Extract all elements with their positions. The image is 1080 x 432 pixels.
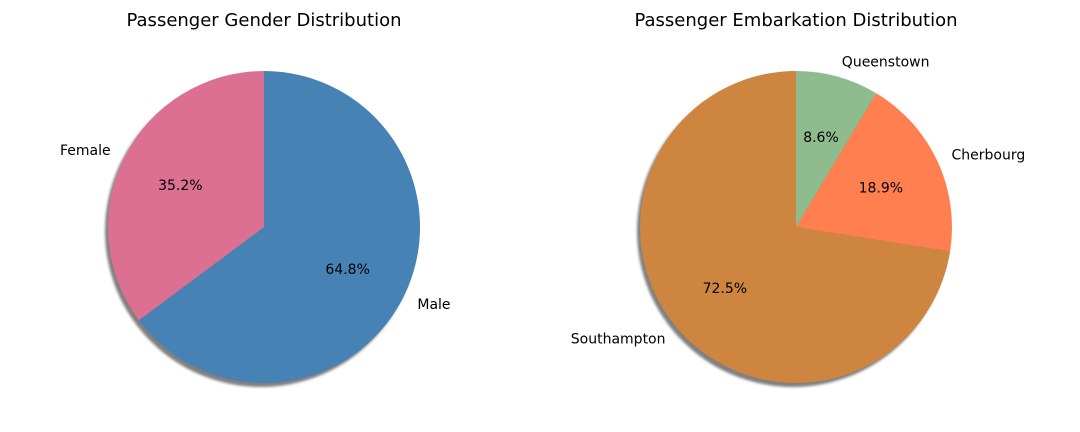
gender-label-female: Female: [60, 143, 111, 159]
embarkation-slice-southampton: [640, 71, 951, 383]
embarkation-pie-chart: Passenger Embarkation Distribution Queen…: [571, 10, 1025, 387]
gender-pct-female: 35.2%: [158, 178, 202, 194]
embarkation-label-cherbourg: Cherbourg: [951, 147, 1025, 163]
embarkation-slice-queenstown: [796, 71, 877, 227]
embarkation-pct-cherbourg: 18.9%: [859, 180, 903, 196]
gender-label-male: Male: [417, 297, 450, 313]
gender-slice-male: [138, 71, 420, 383]
embarkation-chart-title: Passenger Embarkation Distribution: [634, 10, 957, 31]
embarkation-slice-cherbourg: [796, 93, 952, 252]
embarkation-label-southampton: Southampton: [571, 331, 666, 347]
embarkation-label-queenstown: Queenstown: [842, 55, 930, 71]
embarkation-pct-queenstown: 8.6%: [803, 130, 839, 146]
gender-pie-chart: Passenger Gender Distribution Male 64.8% F…: [60, 10, 451, 387]
gender-pct-male: 64.8%: [325, 262, 369, 278]
gender-slice-female: [108, 71, 265, 321]
embarkation-pct-southampton: 72.5%: [703, 281, 747, 297]
gender-chart-title: Passenger Gender Distribution: [126, 10, 401, 31]
